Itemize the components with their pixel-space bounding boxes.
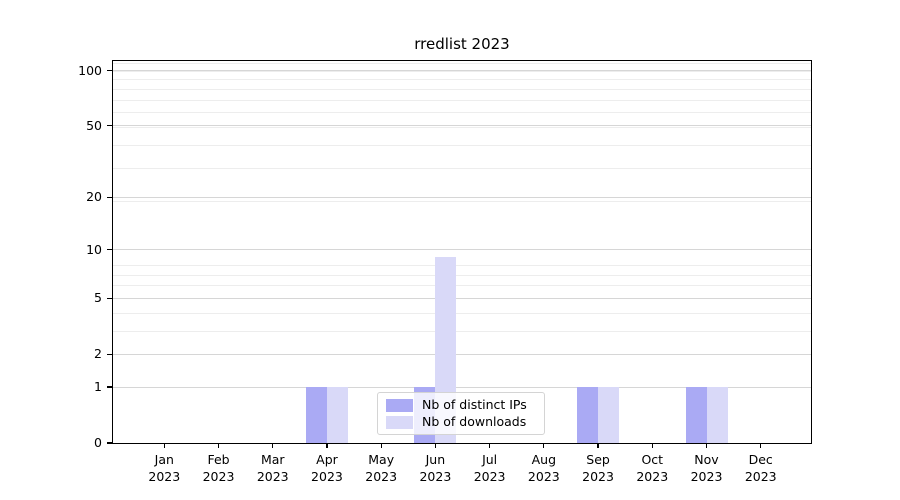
legend-swatch-distinct-ips	[386, 398, 413, 412]
legend-label: Nb of downloads	[422, 414, 527, 429]
x-tick-label: Apr 2023	[311, 452, 343, 484]
gridline-minor	[113, 70, 811, 72]
y-tick-mark	[107, 297, 112, 299]
x-tick-mark	[217, 443, 220, 448]
x-tick-label: Jun 2023	[419, 452, 452, 484]
legend-entry: Nb of distinct IPs	[386, 398, 536, 412]
x-tick-mark	[597, 443, 599, 448]
legend-swatch-downloads	[386, 415, 413, 429]
gridline-major	[113, 196, 811, 198]
plot-area	[112, 60, 812, 444]
x-tick-mark	[543, 443, 545, 448]
y-tick-label: 5	[94, 290, 102, 306]
x-tick-mark	[272, 443, 274, 448]
y-tick-mark	[107, 248, 112, 251]
legend-entry: Nb of downloads	[386, 415, 536, 429]
y-tick-mark	[107, 196, 112, 198]
y-tick-label: 10	[86, 241, 102, 257]
gridline-minor	[113, 330, 811, 332]
gridline-minor	[113, 126, 811, 128]
gridline-minor	[113, 200, 811, 202]
x-tick-label: Jul 2023	[473, 452, 506, 484]
y-tick-mark	[107, 125, 112, 127]
gridline-major	[113, 249, 811, 250]
chart-title: rredlist 2023	[414, 35, 510, 53]
gridline-minor	[113, 312, 811, 314]
x-tick-label: Mar 2023	[256, 452, 289, 484]
bar-downloads	[326, 387, 348, 443]
gridline-major	[113, 386, 811, 388]
y-tick-label: 20	[86, 189, 102, 205]
y-tick-mark	[107, 386, 112, 388]
y-tick-label: 2	[94, 346, 102, 362]
x-tick-label: Feb 2023	[202, 452, 235, 484]
bar-distinct-ips	[305, 387, 327, 443]
x-tick-label: Aug 2023	[527, 452, 560, 484]
gridline-minor	[113, 265, 811, 267]
x-tick-mark	[651, 443, 653, 448]
legend: Nb of distinct IPs Nb of downloads	[377, 392, 545, 435]
gridline-minor	[113, 63, 811, 65]
gridline-minor	[113, 285, 811, 287]
gridline-major	[113, 353, 811, 355]
y-tick-label: 1	[94, 379, 102, 395]
bar-distinct-ips	[685, 387, 707, 443]
x-tick-mark	[163, 443, 165, 448]
x-tick-label: May 2023	[365, 452, 398, 484]
gridline-minor	[113, 112, 811, 114]
gridline-minor	[113, 274, 811, 276]
x-tick-mark	[760, 443, 762, 448]
y-tick-label: 100	[78, 62, 102, 78]
x-tick-mark	[434, 443, 436, 448]
x-tick-label: Nov 2023	[690, 452, 723, 484]
x-tick-mark	[705, 443, 708, 448]
gridline-minor	[113, 88, 811, 90]
x-tick-mark	[326, 443, 328, 448]
legend-label: Nb of distinct IPs	[422, 397, 527, 412]
y-tick-mark	[107, 69, 112, 72]
bar-downloads	[706, 387, 728, 443]
gridline-major	[113, 70, 811, 72]
y-tick-label: 0	[94, 435, 102, 450]
y-tick-mark	[107, 442, 112, 444]
x-tick-label: Jan 2023	[148, 452, 181, 484]
x-tick-mark	[380, 443, 382, 448]
gridline-major	[113, 297, 811, 299]
gridline-minor	[113, 99, 811, 101]
x-tick-label: Oct 2023	[636, 452, 669, 484]
x-tick-mark	[489, 443, 491, 448]
x-tick-label: Dec 2023	[744, 452, 777, 484]
x-tick-label: Sep 2023	[582, 452, 614, 484]
bar-distinct-ips	[577, 387, 599, 443]
y-tick-label: 50	[86, 117, 102, 133]
y-tick-mark	[107, 353, 112, 355]
gridline-major	[113, 125, 811, 127]
gridline-minor	[113, 79, 811, 81]
gridline-minor	[113, 168, 811, 170]
bar-downloads	[598, 387, 620, 443]
gridline-minor	[113, 144, 811, 146]
